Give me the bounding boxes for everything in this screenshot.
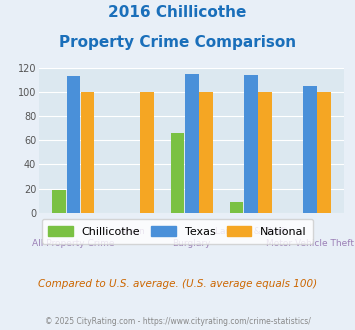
Bar	[317, 92, 331, 213]
Bar	[52, 190, 66, 213]
Bar	[171, 133, 184, 213]
Text: Larceny & Theft: Larceny & Theft	[215, 227, 287, 236]
Bar	[66, 76, 80, 213]
Bar	[230, 202, 244, 213]
Bar	[244, 75, 258, 213]
Text: © 2025 CityRating.com - https://www.cityrating.com/crime-statistics/: © 2025 CityRating.com - https://www.city…	[45, 317, 310, 326]
Text: Burglary: Burglary	[173, 239, 211, 248]
Legend: Chillicothe, Texas, National: Chillicothe, Texas, National	[42, 219, 313, 244]
Bar	[81, 92, 94, 213]
Text: All Property Crime: All Property Crime	[32, 239, 115, 248]
Bar	[140, 92, 153, 213]
Text: Arson: Arson	[120, 227, 146, 236]
Text: Compared to U.S. average. (U.S. average equals 100): Compared to U.S. average. (U.S. average …	[38, 279, 317, 289]
Text: Property Crime Comparison: Property Crime Comparison	[59, 35, 296, 50]
Bar	[258, 92, 272, 213]
Text: 2016 Chillicothe: 2016 Chillicothe	[108, 5, 247, 20]
Bar	[199, 92, 213, 213]
Text: Motor Vehicle Theft: Motor Vehicle Theft	[266, 239, 354, 248]
Bar	[303, 86, 317, 213]
Bar	[185, 74, 198, 213]
